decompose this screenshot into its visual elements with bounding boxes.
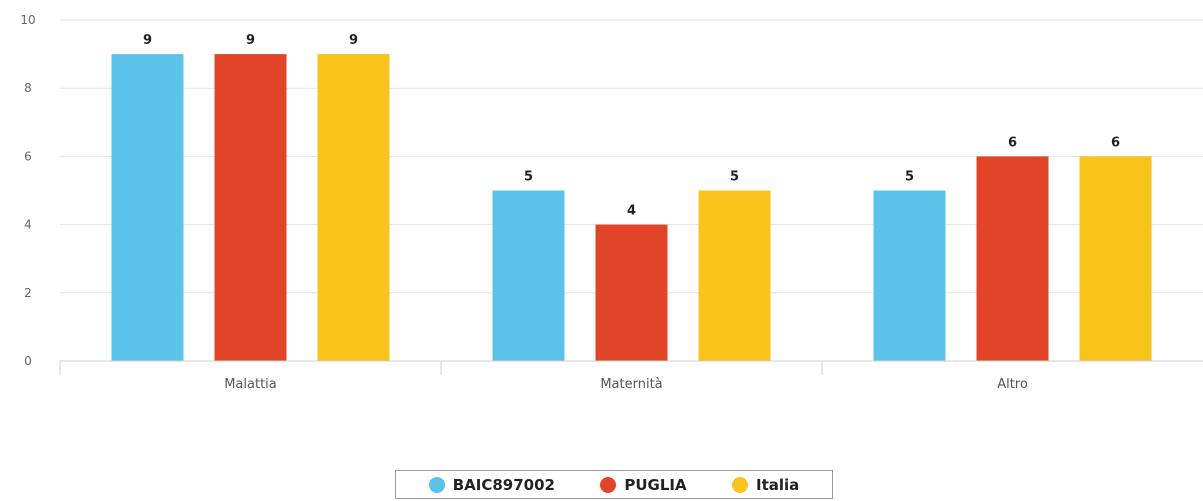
data-labels: 9 9 9 5 4 5 5 6 6 — [143, 33, 1120, 219]
legend-item-italia[interactable]: Italia — [732, 476, 799, 494]
legend-swatch — [600, 476, 617, 493]
bar-puglia-0[interactable] — [214, 54, 287, 361]
y-tick-label: 10 — [20, 13, 35, 27]
data-label: 6 — [1008, 135, 1017, 150]
legend: BAIC897002 PUGLIA Italia — [395, 470, 833, 499]
bar-baic897002-0[interactable] — [111, 54, 184, 361]
data-label: 6 — [1111, 135, 1120, 150]
x-category-label: Malattia — [224, 377, 277, 392]
y-tick-label: 8 — [24, 81, 32, 95]
bar-italia-1[interactable] — [698, 190, 771, 362]
data-label: 4 — [627, 204, 636, 219]
bar-baic897002-1[interactable] — [492, 190, 565, 362]
data-label: 9 — [246, 33, 255, 48]
data-label: 9 — [143, 33, 152, 48]
y-tick-label: 6 — [24, 149, 32, 163]
data-label: 5 — [730, 170, 739, 185]
y-tick-label: 0 — [24, 354, 32, 368]
bar-puglia-1[interactable] — [595, 224, 668, 361]
legend-swatch — [732, 476, 749, 493]
data-label: 5 — [905, 170, 914, 185]
x-category-label: Altro — [997, 377, 1028, 392]
bar-baic897002-2[interactable] — [873, 190, 946, 362]
data-label: 9 — [349, 33, 358, 48]
bar-italia-0[interactable] — [317, 54, 390, 361]
x-category-label: Maternità — [600, 377, 662, 392]
legend-label: Italia — [756, 475, 800, 494]
legend-item-baic897002[interactable]: BAIC897002 — [428, 475, 555, 494]
y-axis-ticks: 0 2 4 6 8 10 — [20, 13, 35, 368]
legend-label: BAIC897002 — [452, 475, 555, 494]
bar-italia-2[interactable] — [1079, 156, 1152, 361]
bars — [111, 54, 1152, 362]
y-tick-label: 2 — [24, 286, 32, 300]
x-axis: Malattia Maternità Altro — [59, 360, 1203, 392]
legend-item-puglia[interactable]: PUGLIA — [600, 475, 687, 494]
bar-puglia-2[interactable] — [976, 156, 1049, 361]
legend-swatch — [428, 476, 445, 493]
legend-label: PUGLIA — [624, 475, 687, 494]
y-tick-label: 4 — [24, 218, 32, 232]
data-label: 5 — [524, 170, 533, 185]
